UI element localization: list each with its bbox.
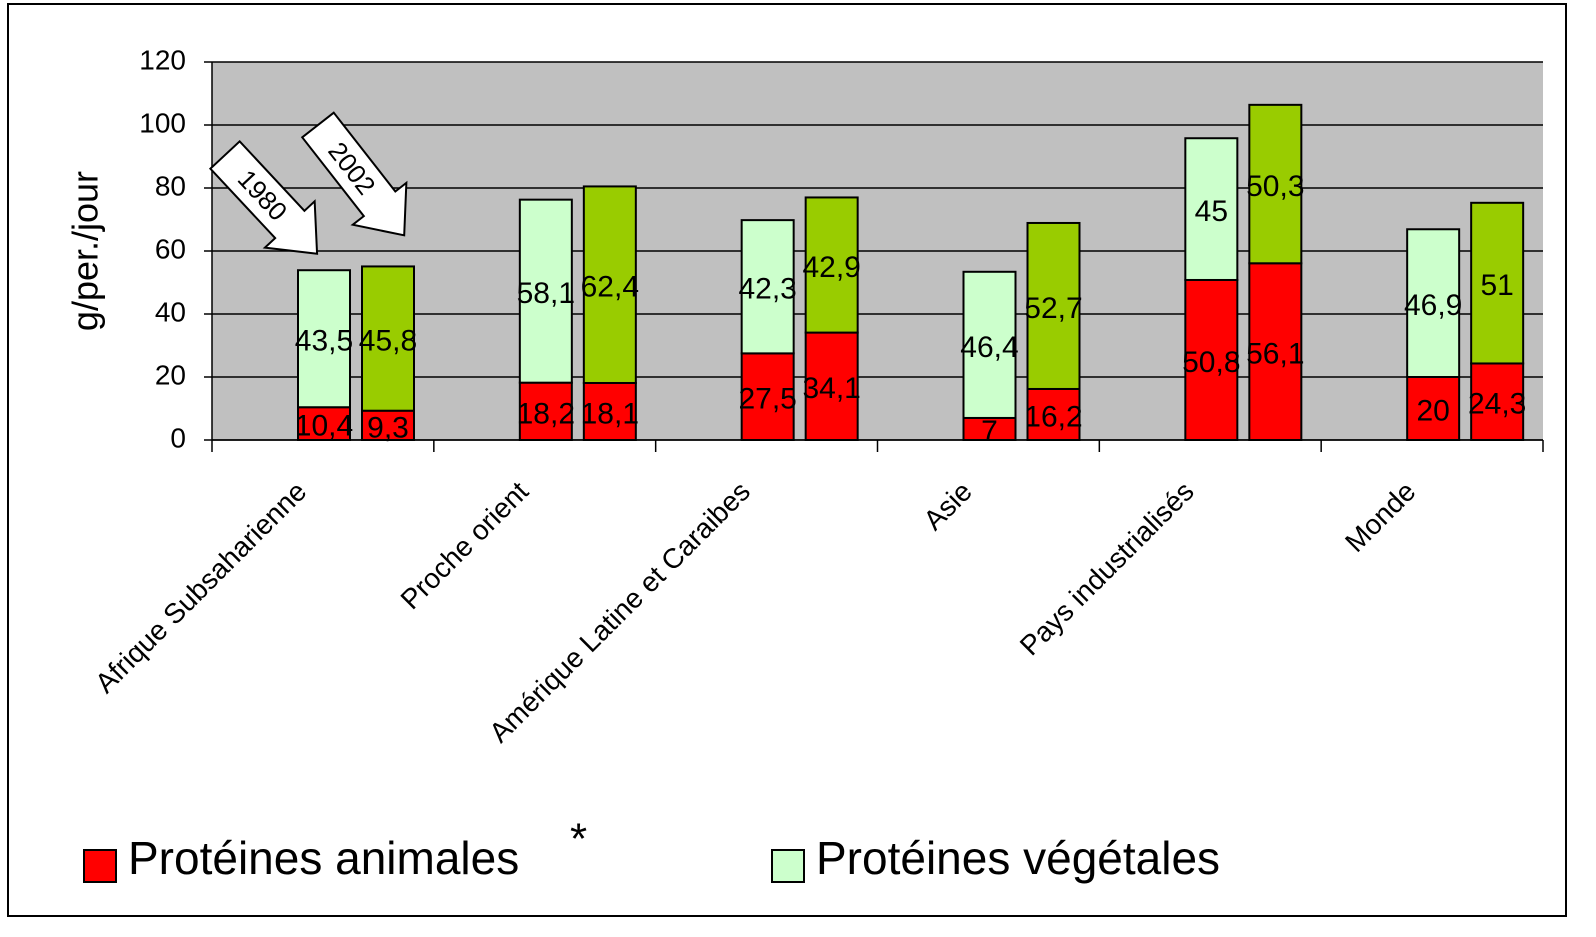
data-label: 10,4	[295, 410, 353, 443]
bar-segment	[582, 185, 637, 384]
bar-segment	[1184, 278, 1239, 442]
data-label: 18,2	[517, 397, 575, 430]
y-tick-label: 100	[139, 107, 186, 138]
bar-segment	[518, 198, 573, 384]
data-label: 42,3	[738, 273, 796, 306]
bar-segment	[1470, 201, 1525, 365]
data-label: 42,9	[802, 251, 860, 284]
data-label: 16,2	[1024, 400, 1082, 433]
bar-segment	[1248, 262, 1303, 441]
legend-note: *	[570, 815, 587, 864]
bar-segment	[804, 196, 859, 334]
legend-swatch	[771, 849, 805, 883]
data-label: 45	[1195, 195, 1228, 228]
data-label: 24,3	[1468, 388, 1526, 421]
arrow-shape	[300, 111, 408, 237]
data-label: 45,8	[359, 324, 417, 357]
data-label: 34,1	[802, 372, 860, 405]
y-axis-label: g/per./jour	[65, 171, 106, 331]
y-tick-label: 40	[155, 296, 186, 327]
bar-segment	[582, 381, 637, 441]
bar-segment	[1406, 228, 1461, 378]
legend-label: Protéines végétales	[816, 832, 1220, 884]
arrow-shape	[208, 139, 319, 255]
bar-segment	[361, 265, 415, 412]
data-label: 46,4	[960, 331, 1018, 364]
data-label: 9,3	[367, 411, 409, 444]
y-tick-label: 80	[155, 170, 186, 201]
bar-segment	[962, 270, 1017, 419]
bar-segment	[804, 331, 859, 441]
data-label: 20	[1416, 394, 1449, 427]
bar-segment	[740, 219, 795, 355]
data-label: 50,3	[1246, 170, 1304, 203]
data-label: 46,9	[1404, 289, 1462, 322]
data-label: 18,1	[581, 397, 639, 430]
bar-segment	[1026, 387, 1081, 441]
y-tick-label: 20	[155, 359, 186, 390]
y-tick-label: 0	[170, 422, 186, 453]
bar-segment	[1026, 221, 1081, 390]
data-label: 27,5	[738, 383, 796, 416]
legend-label: Protéines animales	[128, 832, 519, 884]
data-label: 56,1	[1246, 338, 1304, 371]
y-tick-label: 120	[139, 44, 186, 75]
bar-segment	[1248, 103, 1303, 265]
bar-segment	[1184, 137, 1239, 281]
legend-swatch	[83, 849, 117, 883]
data-label: 52,7	[1024, 292, 1082, 325]
data-label: 58,1	[517, 277, 575, 310]
bar-segment	[297, 269, 351, 409]
data-label: 43,5	[295, 325, 353, 358]
y-tick-label: 60	[155, 233, 186, 264]
data-label: 62,4	[581, 271, 639, 304]
data-label: 51	[1480, 269, 1513, 302]
data-label: 7	[981, 415, 998, 448]
data-label: 50,8	[1182, 346, 1240, 379]
